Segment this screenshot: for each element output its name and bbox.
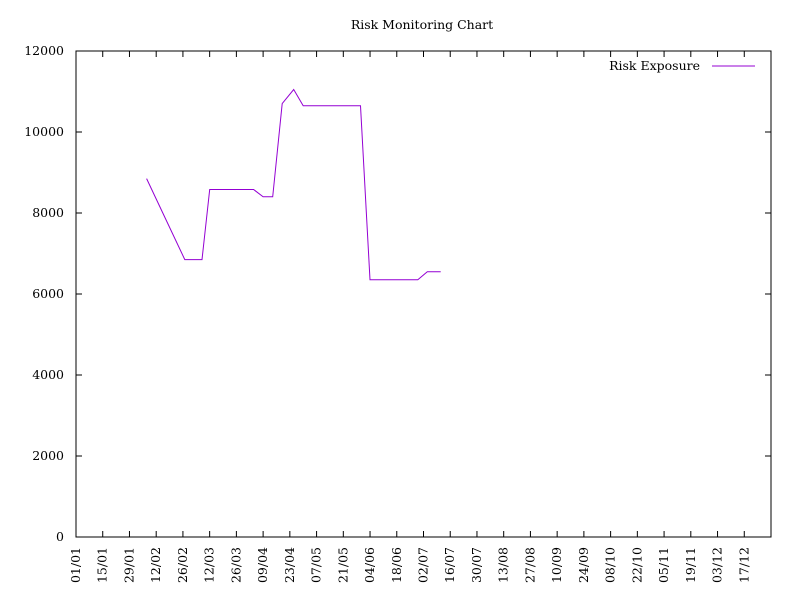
legend: Risk Exposure [609,58,755,73]
x-tick-label: 08/10 [603,547,618,583]
x-tick-label: 13/08 [496,547,511,583]
plot-frame [75,50,772,538]
x-tick-label: 21/05 [335,547,350,583]
x-tick-label: 24/09 [576,547,591,583]
y-tick-label: 0 [56,529,64,544]
chart-title: Risk Monitoring Chart [351,17,493,32]
y-tick-label: 10000 [24,124,64,139]
x-tick-label: 09/04 [255,547,270,583]
y-tick-label: 8000 [32,205,64,220]
x-tick-label: 22/10 [629,547,644,583]
x-tick-label: 12/02 [148,547,163,583]
x-tick-label: 05/11 [656,547,671,583]
x-tick-label: 12/03 [202,547,217,583]
x-tick-label: 18/06 [389,547,404,583]
x-tick-label: 02/07 [416,547,431,583]
y-tick-label: 2000 [32,448,64,463]
y-tick-label: 4000 [32,367,64,382]
y-tick-label: 12000 [24,43,64,58]
series-line-risk-exposure [146,88,441,281]
y-tick-label: 6000 [32,286,64,301]
y-axis: 0 2000 4000 6000 8000 10000 12000 [24,43,771,544]
x-tick-label: 17/12 [736,547,751,583]
x-tick-label: 26/03 [228,547,243,583]
x-tick-label: 03/12 [710,547,725,583]
x-tick-label: 29/01 [121,547,136,583]
x-tick-label: 30/07 [469,547,484,583]
legend-label: Risk Exposure [609,58,700,73]
x-tick-label: 27/08 [522,547,537,583]
x-tick-label: 07/05 [309,547,324,583]
series-group [146,88,441,281]
x-tick-label: 19/11 [683,547,698,583]
x-tick-label: 23/04 [282,547,297,583]
x-tick-label: 01/01 [68,547,83,583]
x-tick-label: 26/02 [175,547,190,583]
x-axis: 01/01 15/01 29/01 12/02 26/02 12/03 26/03 09/04… [68,51,751,583]
x-tick-label: 04/06 [362,547,377,583]
x-tick-label: 16/07 [442,547,457,583]
x-tick-label: 10/09 [549,547,564,583]
x-tick-label: 15/01 [95,547,110,583]
plot-border [75,50,772,538]
